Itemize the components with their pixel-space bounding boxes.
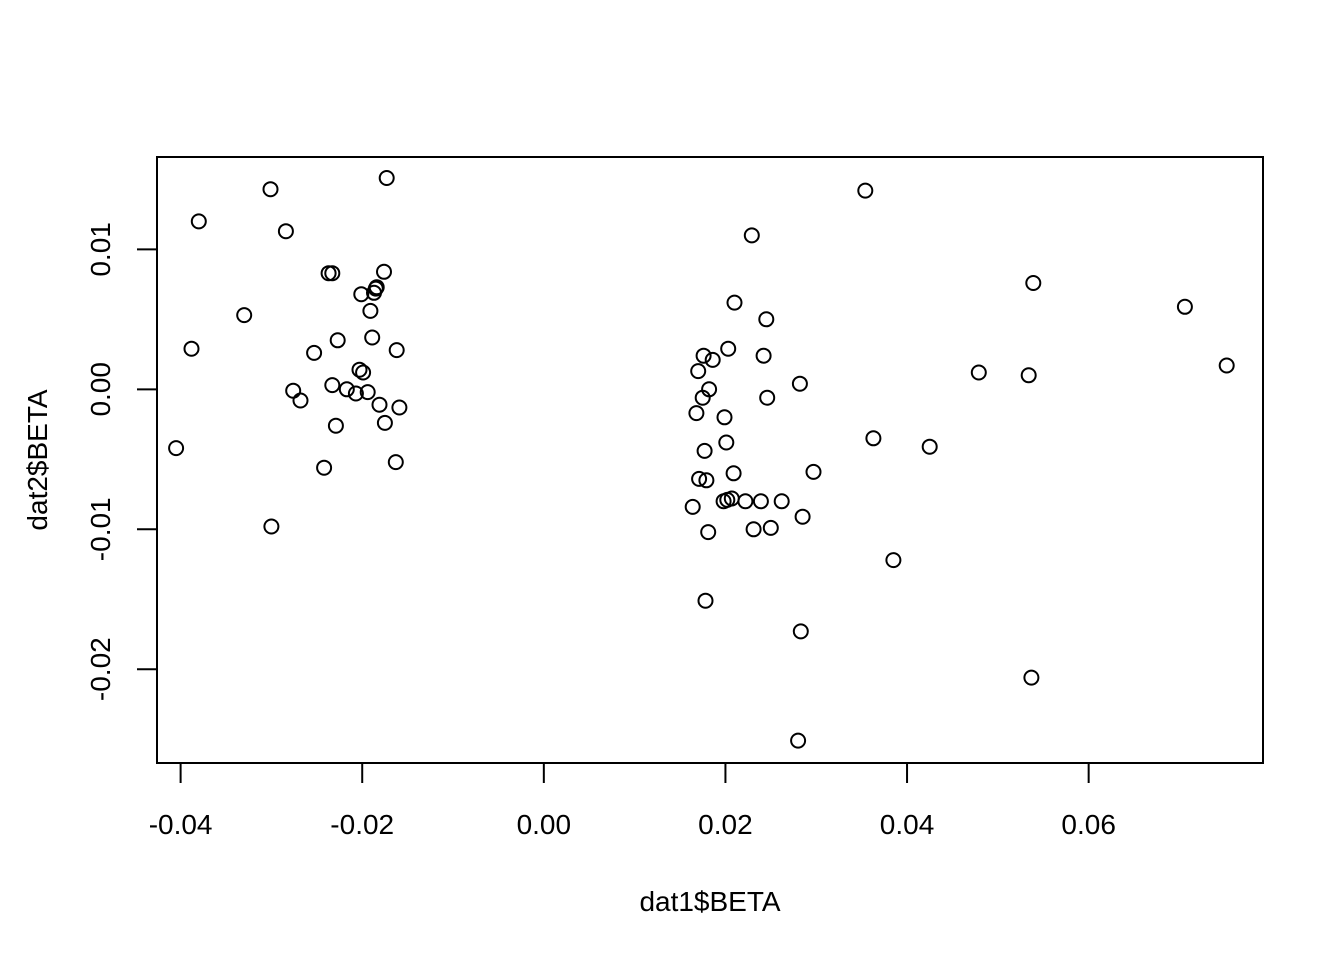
- data-point-34: [391, 399, 408, 416]
- data-point-70: [865, 430, 882, 447]
- data-point-77: [1176, 298, 1193, 315]
- data-point-55: [737, 493, 754, 510]
- y-tick-label: 0.01: [85, 222, 116, 277]
- data-point-54: [726, 294, 743, 311]
- data-point-58: [752, 493, 769, 510]
- data-point-41: [696, 442, 713, 459]
- data-point-15: [327, 417, 344, 434]
- data-point-31: [378, 170, 395, 186]
- data-point-61: [759, 389, 776, 406]
- y-axis: -0.02 -0.01 0.00 0.01: [85, 222, 158, 701]
- data-point-63: [773, 493, 790, 510]
- data-point-2: [183, 340, 200, 357]
- x-tick-label: -0.02: [330, 809, 394, 840]
- data-point-46: [704, 351, 721, 368]
- data-point-29: [376, 263, 392, 280]
- data-point-45: [701, 381, 718, 398]
- data-point-71: [885, 552, 902, 569]
- data-point-68: [805, 463, 822, 480]
- data-point-44: [700, 524, 717, 541]
- data-point-66: [792, 623, 809, 640]
- data-point-30: [376, 414, 393, 431]
- data-point-10: [306, 344, 323, 361]
- data-point-14: [324, 377, 341, 394]
- data-point-56: [743, 227, 760, 244]
- data-point-6: [263, 518, 280, 535]
- data-point-1: [168, 440, 185, 457]
- data-point-53: [725, 465, 742, 482]
- data-point-3: [190, 213, 207, 230]
- data-point-65: [791, 375, 808, 392]
- x-tick-label: -0.04: [149, 809, 213, 840]
- data-point-9: [292, 392, 309, 409]
- data-point-36: [688, 405, 705, 422]
- data-point-22: [359, 384, 376, 401]
- data-point-19: [351, 361, 368, 378]
- data-point-67: [794, 508, 811, 525]
- data-point-62: [762, 519, 779, 536]
- data-point-11: [316, 459, 333, 476]
- data-point-28: [371, 396, 388, 413]
- data-point-57: [745, 521, 762, 538]
- data-point-8: [285, 382, 302, 399]
- data-point-17: [338, 381, 355, 398]
- data-point-37: [690, 363, 707, 380]
- data-point-18: [347, 385, 364, 402]
- data-point-75: [1023, 669, 1040, 686]
- data-point-20: [353, 286, 370, 303]
- data-point-48: [716, 409, 733, 426]
- data-point-59: [755, 347, 772, 364]
- data-point-35: [684, 498, 701, 515]
- data-point-40: [695, 347, 712, 364]
- data-point-16: [329, 332, 346, 349]
- data-point-33: [388, 342, 405, 359]
- data-point-7: [277, 223, 294, 240]
- data-point-42: [697, 592, 714, 609]
- data-point-5: [262, 181, 279, 198]
- data-point-23: [362, 302, 379, 319]
- data-point-74: [1020, 367, 1037, 384]
- x-axis: -0.04 -0.02 0.00 0.02 0.04 0.06: [149, 762, 1116, 840]
- y-axis-title: dat2$BETA: [22, 389, 53, 530]
- data-point-27: [368, 279, 385, 296]
- y-tick-label: -0.02: [85, 637, 116, 701]
- data-point-49: [718, 434, 735, 451]
- data-point-76: [1025, 275, 1042, 291]
- data-point-4: [236, 307, 253, 324]
- data-point-64: [790, 732, 807, 749]
- data-point-78: [1218, 357, 1235, 374]
- data-point-32: [387, 454, 404, 471]
- x-tick-label: 0.06: [1061, 809, 1116, 840]
- data-point-38: [691, 470, 708, 487]
- data-point-21: [355, 364, 372, 381]
- data-point-13: [324, 265, 341, 282]
- data-point-24: [364, 329, 381, 346]
- data-point-72: [921, 438, 938, 455]
- x-tick-label: 0.02: [698, 809, 753, 840]
- y-tick-label: 0.00: [85, 362, 116, 417]
- data-point-60: [758, 311, 775, 328]
- data-points: [168, 170, 1235, 749]
- data-point-69: [857, 182, 874, 199]
- data-point-51: [720, 340, 737, 357]
- data-point-73: [970, 364, 987, 381]
- x-tick-label: 0.04: [880, 809, 935, 840]
- y-tick-label: -0.01: [85, 497, 116, 561]
- data-point-43: [698, 472, 715, 489]
- x-tick-label: 0.00: [517, 809, 572, 840]
- x-axis-title: dat1$BETA: [639, 886, 780, 917]
